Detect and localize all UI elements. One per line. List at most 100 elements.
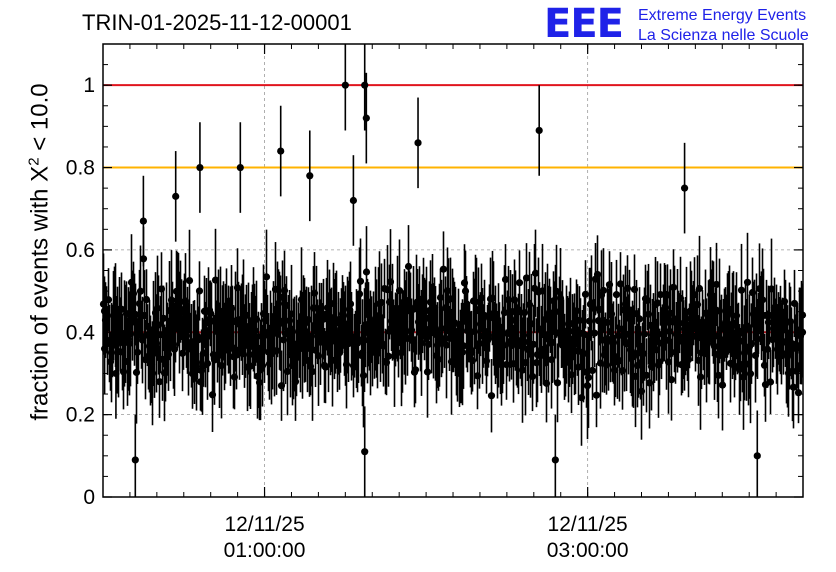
data-point: [272, 347, 281, 355]
data-point: [601, 345, 610, 353]
data-point: [112, 369, 120, 378]
data-point: [152, 339, 161, 347]
data-point: [666, 309, 675, 317]
data-point: [667, 376, 676, 384]
data-point: [356, 277, 365, 285]
data-point: [311, 346, 320, 354]
data-point: [404, 262, 413, 271]
data-point: [355, 290, 364, 298]
data-point: [341, 81, 349, 89]
data-point: [739, 373, 748, 381]
data-point: [462, 318, 471, 326]
data-point: [527, 320, 536, 328]
data-point: [765, 311, 774, 320]
data-point: [261, 316, 270, 324]
data-point: [710, 342, 719, 351]
x-tick-time-label: 03:00:00: [547, 539, 629, 562]
data-point: [207, 317, 216, 325]
data-point: [304, 315, 313, 324]
data-point: [461, 287, 470, 295]
data-point: [160, 369, 169, 377]
data-point: [230, 373, 239, 381]
data-point: [656, 290, 665, 299]
x-tick-date-label: 12/11/25: [548, 513, 628, 536]
data-point: [238, 321, 247, 329]
data-point: [495, 331, 504, 339]
data-point: [370, 337, 379, 345]
data-point: [652, 346, 661, 354]
data-point: [349, 196, 358, 205]
data-point: [539, 349, 548, 357]
data-point: [423, 368, 432, 376]
data-point: [133, 348, 142, 356]
data-point: [636, 359, 645, 367]
data-point: [594, 317, 603, 325]
data-point: [413, 298, 422, 306]
data-point: [434, 355, 443, 363]
data-point: [684, 355, 693, 364]
data-point: [715, 307, 724, 315]
data-point: [345, 305, 354, 313]
data-point: [610, 366, 619, 374]
data-point: [609, 338, 618, 347]
data-point: [269, 315, 278, 323]
data-point: [259, 310, 268, 318]
data-point: [185, 276, 194, 285]
data-point: [583, 382, 592, 390]
data-point: [147, 361, 156, 369]
data-point: [194, 336, 203, 344]
data-point: [747, 340, 756, 348]
data-point: [647, 363, 656, 371]
data-point: [390, 352, 399, 360]
data-point: [560, 353, 569, 361]
data-point: [131, 456, 139, 464]
data-point: [553, 379, 562, 387]
x-tick-time-label: 01:00:00: [224, 539, 306, 562]
data-point: [131, 310, 140, 319]
data-point: [488, 294, 497, 302]
data-point: [168, 310, 177, 319]
data-point: [561, 359, 570, 367]
data-point: [661, 304, 670, 312]
data-point: [764, 318, 773, 326]
data-point: [232, 351, 241, 359]
data-point: [592, 391, 601, 399]
data-point: [442, 341, 451, 349]
data-point: [206, 309, 215, 317]
data-point: [215, 351, 224, 359]
data-point: [602, 361, 611, 369]
data-point: [546, 316, 555, 324]
data-point: [471, 298, 480, 306]
logo-line-1: Extreme Energy Events: [638, 7, 807, 24]
data-point: [395, 287, 404, 295]
data-point: [682, 315, 691, 323]
data-point: [616, 280, 625, 288]
data-point: [653, 299, 662, 307]
data-point: [235, 346, 244, 354]
data-point: [323, 304, 332, 312]
data-point: [624, 330, 633, 338]
data-point: [123, 357, 132, 366]
data-point: [139, 255, 148, 263]
data-point: [508, 307, 517, 316]
data-point: [100, 307, 109, 315]
data-point: [233, 284, 242, 292]
data-point: [510, 296, 519, 304]
data-point: [625, 312, 634, 320]
data-point: [379, 342, 388, 350]
chart-title: TRIN-01-2025-11-12-00001: [82, 10, 352, 35]
data-point: [617, 325, 626, 333]
data-point: [252, 315, 261, 323]
data-point: [744, 360, 753, 368]
data-point: [386, 278, 395, 286]
data-point: [754, 319, 763, 328]
data-point: [614, 332, 623, 340]
data-point: [271, 285, 280, 293]
data-point: [520, 308, 529, 317]
data-point: [631, 372, 640, 380]
data-point: [188, 369, 197, 378]
data-point: [446, 295, 455, 303]
data-point: [307, 332, 316, 340]
data-point: [695, 284, 704, 293]
data-point: [501, 275, 510, 284]
